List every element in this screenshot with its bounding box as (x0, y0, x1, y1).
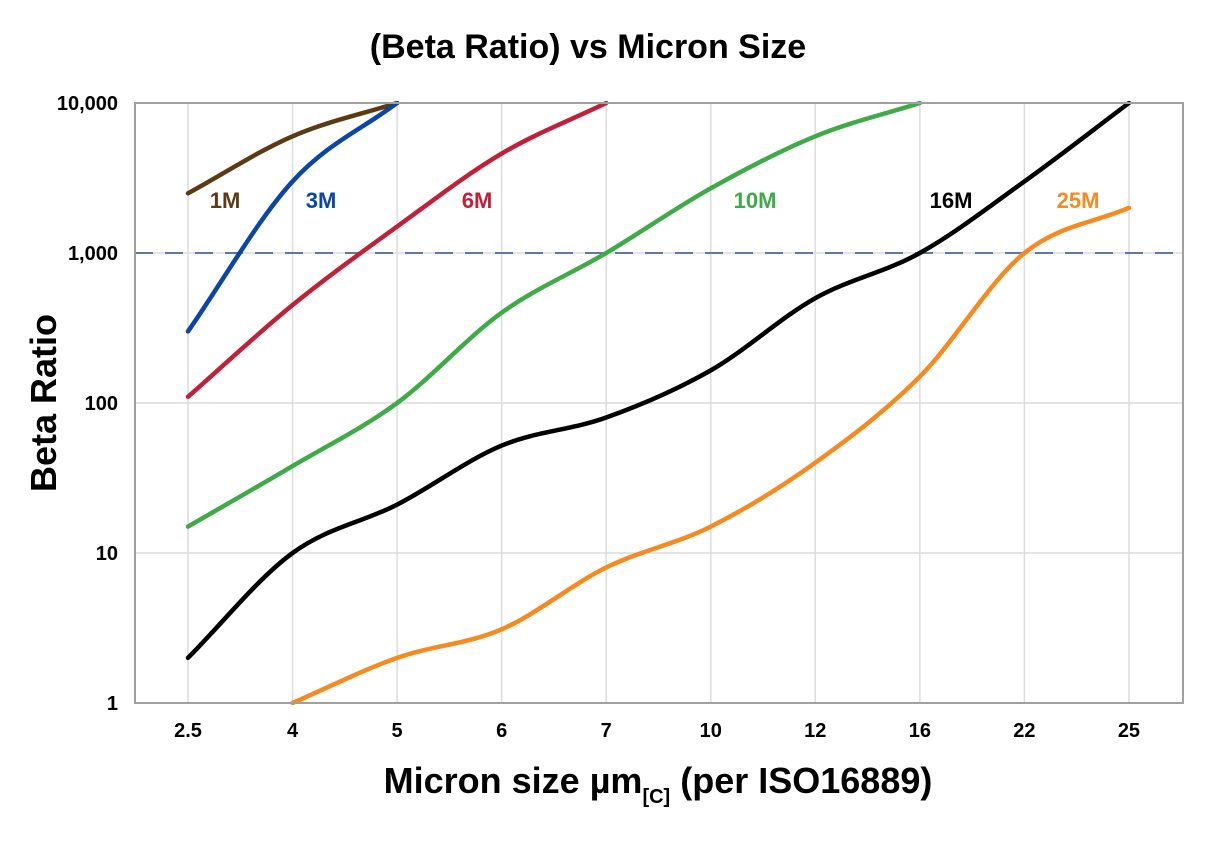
y-tick-label: 100 (85, 393, 118, 415)
x-axis-label-main: Micron size µm (384, 760, 643, 801)
x-tick-label: 7 (601, 720, 612, 742)
chart-title: (Beta Ratio) vs Micron Size (370, 28, 806, 66)
series-labels: 1M 3M 6M 10M 16M 25M (210, 188, 1100, 213)
x-axis-label-subscript: [C] (642, 786, 670, 808)
series-label-16M: 16M (930, 188, 973, 213)
x-tick-label: 6 (496, 720, 507, 742)
series-label-25M: 25M (1057, 188, 1100, 213)
series-label-3M: 3M (306, 188, 337, 213)
y-tick-labels: 1 10 100 1,000 10,000 (57, 93, 118, 715)
series-line-6M (185, 101, 609, 400)
grid (135, 102, 1183, 704)
x-tick-label: 10 (700, 720, 722, 742)
series-line-25M (290, 205, 1132, 705)
y-tick-label: 1,000 (68, 243, 118, 265)
x-tick-label: 4 (287, 720, 299, 742)
x-tick-label: 16 (909, 720, 931, 742)
series-line-10M (185, 101, 923, 529)
series-line-16M (185, 101, 1132, 661)
y-tick-label: 1 (107, 693, 118, 715)
y-tick-label: 10 (96, 543, 118, 565)
x-tick-labels: 2.5 4 5 6 7 10 12 16 22 25 (174, 720, 1140, 742)
x-axis-label-tail: (per ISO16889) (670, 760, 932, 801)
x-tick-label: 25 (1118, 720, 1140, 742)
x-tick-label: 2.5 (174, 720, 202, 742)
series-label-1M: 1M (210, 188, 241, 213)
series-label-10M: 10M (734, 188, 777, 213)
series-line-3M (185, 101, 400, 334)
x-axis-label: Micron size µm[C] (per ISO16889) (384, 760, 933, 808)
x-tick-label: 12 (804, 720, 826, 742)
series-group (185, 101, 1132, 705)
plot-frame (134, 102, 1184, 704)
series-line-1M (185, 101, 400, 196)
y-tick-label: 10,000 (57, 93, 118, 115)
x-tick-label: 22 (1013, 720, 1035, 742)
series-label-6M: 6M (462, 188, 493, 213)
y-axis-label: Beta Ratio (23, 314, 64, 492)
x-tick-label: 5 (392, 720, 403, 742)
